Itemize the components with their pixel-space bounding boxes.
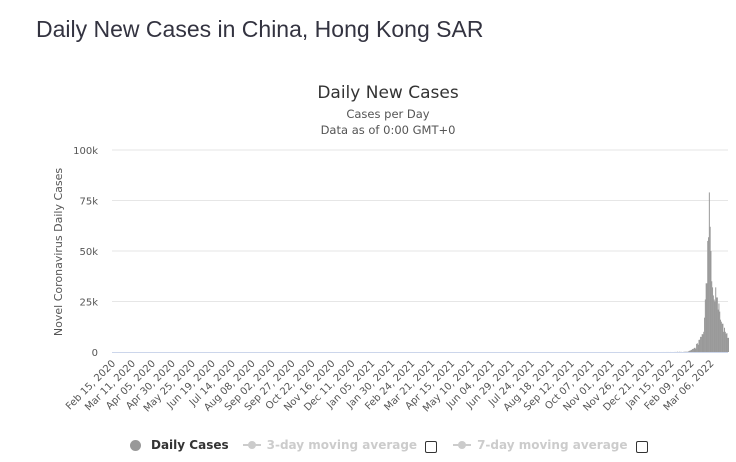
bar [698,339,700,352]
bar [695,348,697,352]
y-tick-label: 100k [73,146,98,157]
bar [694,347,696,352]
bar [728,337,729,352]
bar [699,339,701,352]
bar [696,343,698,352]
bar [696,343,698,352]
bar [692,348,694,352]
bar [726,333,728,352]
bar [702,334,704,352]
bar [725,333,727,352]
bar [711,281,713,352]
bar [704,299,706,352]
bar [720,319,722,352]
bar [709,226,711,352]
bar [710,251,712,352]
bar [713,299,715,352]
y-tick-label: 0 [92,348,98,359]
bar [712,295,714,352]
y-tick-label: 75k [79,197,98,208]
chart-subtitle-1: Cases per Day [346,107,429,121]
bar [724,327,726,352]
bar [690,349,692,352]
legend-daily-cases[interactable]: Daily Cases [130,438,229,452]
bar [718,303,720,352]
daily-cases-chart: Daily New Cases Cases per Day Data as of… [52,83,729,414]
chart-title: Daily New Cases [317,83,459,103]
bar [691,349,693,352]
bar [727,337,729,352]
bar [704,317,706,352]
line-marker-icon [453,441,472,449]
bar [714,301,716,352]
bar [700,336,702,352]
legend-label: Daily Cases [151,438,229,452]
page-title: Daily New Cases in China, Hong Kong SAR [36,16,484,42]
bar [688,351,690,352]
bar [705,283,707,352]
bar [720,321,722,352]
y-axis-label: Novel Coronavirus Daily Cases [52,168,65,336]
bar [703,331,705,352]
bar [724,331,726,352]
checkbox-3-day-average[interactable] [425,441,438,453]
bar [707,240,709,352]
bar [708,192,710,352]
y-tick-label: 50k [79,247,98,258]
legend-label: 7-day moving average [477,438,628,452]
checkbox-7-day-average[interactable] [635,441,648,453]
bar [721,323,723,352]
bar [688,350,690,352]
bar [708,237,710,352]
bar [715,287,717,352]
legend-label: 3-day moving average [266,438,418,452]
bar [716,297,718,352]
bar [712,287,714,352]
bar [700,336,702,352]
bar [701,334,703,352]
bar [692,348,694,352]
chart-subtitle-2: Data as of 0:00 GMT+0 [321,123,456,137]
circle-icon [130,439,141,451]
bar [717,309,719,352]
legend-7-day-average[interactable]: 7-day moving average [453,438,628,452]
chart-legend: Daily Cases 3-day moving average 7-day m… [130,437,664,453]
legend-3-day-average[interactable]: 3-day moving average [242,438,418,452]
bar [719,311,721,352]
bar [706,283,708,352]
bar [697,344,699,352]
bar [693,347,695,352]
bar [723,331,725,352]
bar [716,297,718,352]
line-marker-icon [242,441,261,449]
y-tick-label: 25k [79,298,98,309]
bar [689,350,691,352]
bar [722,323,724,352]
